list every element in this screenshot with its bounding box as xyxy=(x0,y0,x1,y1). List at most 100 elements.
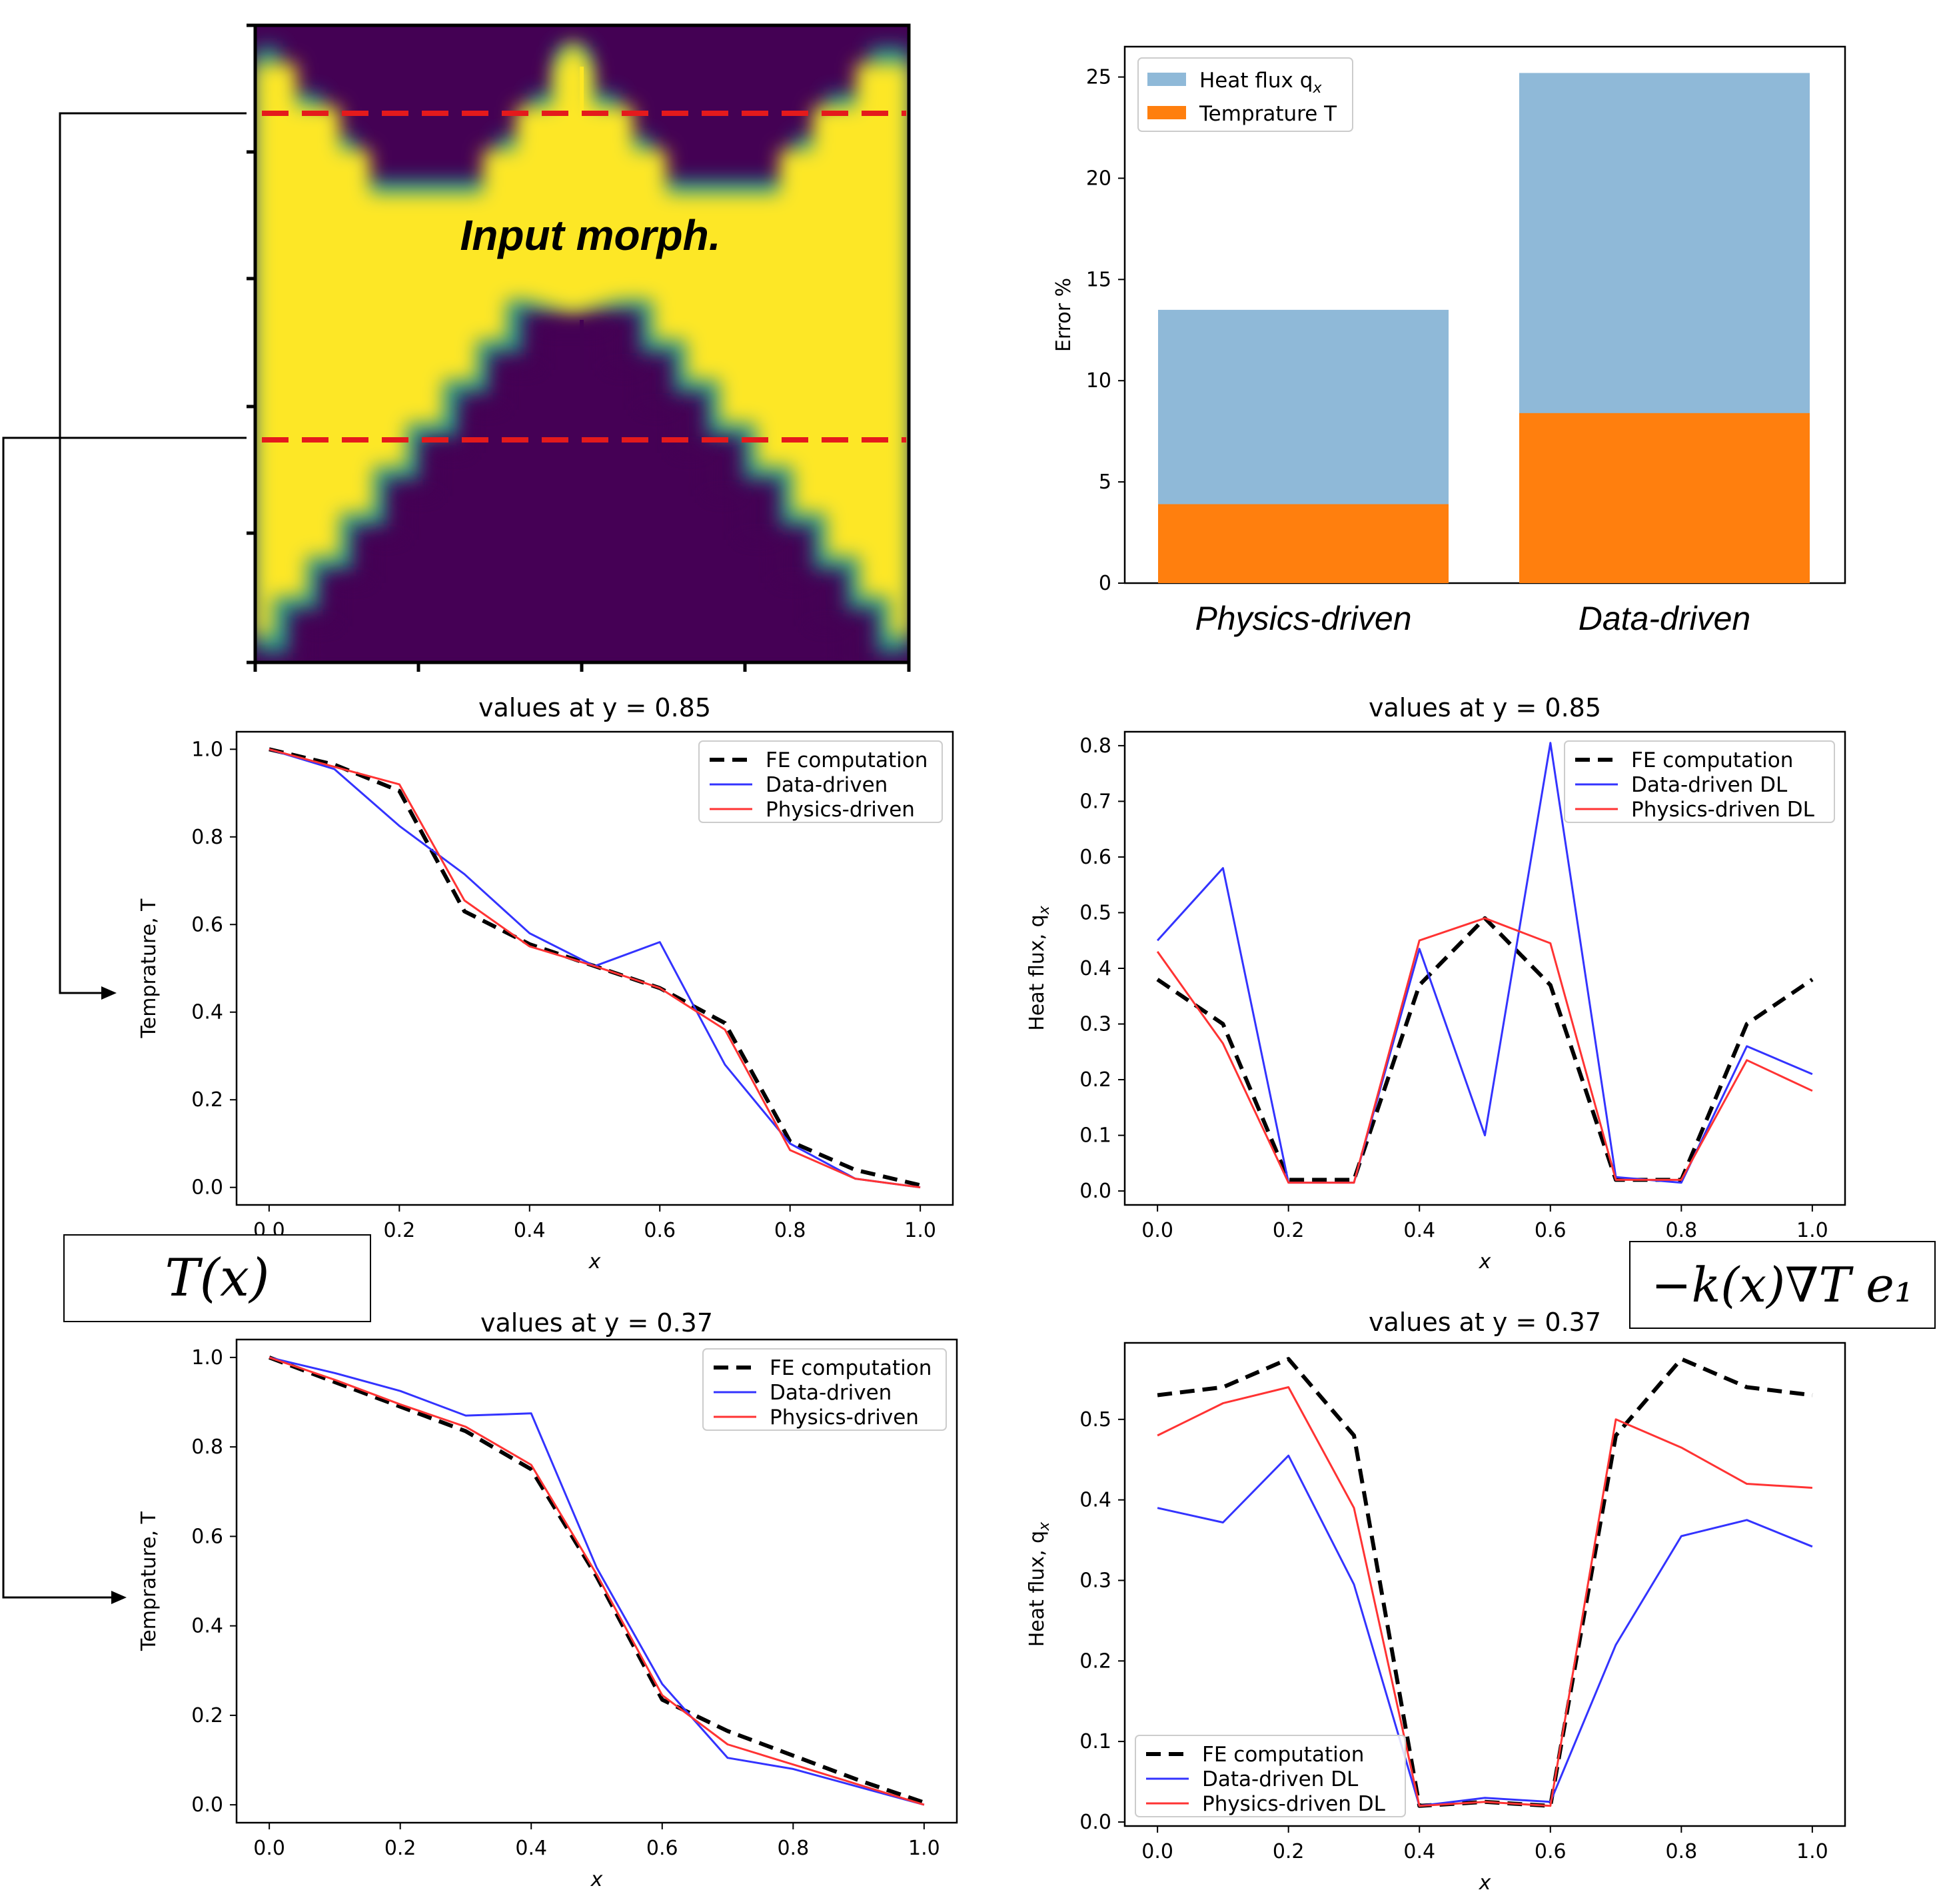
flux-085-legend-label-0: FE computation xyxy=(1631,748,1793,772)
temp-037-legend-label-1: Data-driven xyxy=(770,1381,892,1405)
temp-037-series-1 xyxy=(269,1356,925,1806)
temp-085-chart: values at y = 0.850.0 0.2 0.4 0.6 0.8 1.00.00… xyxy=(137,693,954,1274)
temp-085-xtick-label: 0.4 xyxy=(514,1219,546,1242)
flux-formula: −k(x)∇T e₁ xyxy=(1651,1257,1914,1313)
flux-037-xtick-label: 0.6 xyxy=(1535,1840,1567,1863)
temp-037-xlabel: x xyxy=(590,1868,603,1891)
morph-panel: Input morph. xyxy=(247,23,911,672)
arrowhead-037 xyxy=(111,1591,127,1604)
connector-085 xyxy=(59,112,247,994)
flux-037-legend-label-1: Data-driven DL xyxy=(1202,1767,1359,1791)
temp-085-series-2 xyxy=(269,748,921,1189)
flux-085-ytick-label: 0.4 xyxy=(1079,957,1111,980)
flux-085-legend-label-2: Physics-driven DL xyxy=(1631,798,1815,822)
temp-085-ytick-label: 0.2 xyxy=(191,1088,223,1112)
temp-085-xlabel: x xyxy=(588,1250,601,1274)
bar-ytick-label: 15 xyxy=(1086,268,1111,291)
flux-085-legend-box xyxy=(1564,740,1835,823)
flux-085-series-2 xyxy=(1156,917,1813,1184)
temp-085-ytick-label: 0.4 xyxy=(191,1001,223,1024)
temp-037-chart: values at y = 0.37 0.0 0.2 0.4 0.6 0.8 1.0 0.0 0… xyxy=(137,1308,958,1891)
flux-085-legend-label-1: Data-driven DL xyxy=(1631,773,1788,797)
flux-085-xtick-label: 1.0 xyxy=(1796,1219,1828,1242)
temp-037-xtick-label: 0.8 xyxy=(777,1837,809,1860)
connector-arrows xyxy=(2,112,247,1599)
flux-085-xtick-label: 0.8 xyxy=(1665,1219,1697,1242)
bar-ytick-label: 10 xyxy=(1086,369,1111,393)
bar-ytick-label: 25 xyxy=(1086,66,1111,89)
temp-037-legend-label-0: FE computation xyxy=(770,1356,932,1380)
flux-037-legend-label-2: Physics-driven DL xyxy=(1202,1792,1386,1816)
bar-category-label: Physics-driven xyxy=(1195,600,1411,637)
temp-037-xtick-label: 0.2 xyxy=(384,1837,416,1860)
flux-037-xlabel: x xyxy=(1479,1871,1491,1895)
temp-037-series-0 xyxy=(269,1356,925,1805)
flux-085-xtick-label: 0.4 xyxy=(1403,1219,1435,1242)
temp-037-xtick-label: 0.6 xyxy=(646,1837,678,1860)
flux-085-ytick-label: 0.3 xyxy=(1079,1013,1111,1036)
bar-ylabel: Error % xyxy=(1052,278,1075,352)
bar-temperature-1 xyxy=(1519,413,1810,583)
flux-085-xlabel: x xyxy=(1479,1250,1491,1274)
flux-085-ytick-label: 0.8 xyxy=(1079,734,1111,758)
temp-037-ylabel: Temprature, T xyxy=(137,1511,161,1651)
flux-037-legend-label-0: FE computation xyxy=(1202,1743,1364,1767)
temperature-formula: T(x) xyxy=(165,1248,270,1308)
temperature-formula-box: T(x) xyxy=(63,1234,371,1322)
temp-037-title: values at y = 0.37 xyxy=(480,1308,713,1338)
flux-085-ylabel: Heat flux, qx xyxy=(1025,905,1053,1030)
temp-037-xtick-label: 0.4 xyxy=(515,1837,547,1860)
flux-037-ytick-label: 0.3 xyxy=(1079,1569,1111,1592)
bar-temperature-0 xyxy=(1158,504,1449,583)
bar-legend-swatch-temp xyxy=(1147,106,1186,119)
temp-085-legend-label-0: FE computation xyxy=(766,748,928,772)
temp-037-legend-label-2: Physics-driven xyxy=(770,1406,919,1429)
flux-085-series-1 xyxy=(1156,742,1813,1184)
flux-037-chart: values at y = 0.37 0.0 0.2 0.4 0.6 0.8 1.0 0.0 0… xyxy=(1025,1308,1846,1895)
flux-085-ytick-label: 0.6 xyxy=(1079,846,1111,869)
flux-085-xtick-label: 0.6 xyxy=(1535,1219,1567,1242)
temp-085-legend-box xyxy=(698,740,943,823)
flux-037-title: values at y = 0.37 xyxy=(1369,1308,1601,1337)
temp-037-ytick-label: 0.6 xyxy=(191,1525,223,1548)
bar-ytick-label: 20 xyxy=(1086,167,1111,190)
temp-085-title: values at y = 0.85 xyxy=(478,693,711,722)
temp-085-ytick-label: 1.0 xyxy=(191,738,223,761)
flux-085-ytick-label: 0.7 xyxy=(1079,790,1111,813)
flux-037-series-2 xyxy=(1157,1386,1812,1807)
temp-085-ylabel: Temprature, T xyxy=(137,898,161,1039)
morph-ticks xyxy=(247,23,911,672)
temp-037-xtick-label: 1.0 xyxy=(908,1837,940,1860)
flux-037-xtick-label: 0.4 xyxy=(1403,1840,1435,1863)
flux-037-xtick-label: 0.2 xyxy=(1273,1840,1305,1863)
temp-037-ytick-label: 1.0 xyxy=(191,1346,223,1370)
temp-085-xtick-label: 0.8 xyxy=(774,1219,806,1242)
flux-085-title: values at y = 0.85 xyxy=(1369,693,1601,722)
connector-037 xyxy=(2,437,247,1599)
flux-037-ytick-label: 0.4 xyxy=(1079,1489,1111,1512)
flux-085-ytick-label: 0.5 xyxy=(1079,901,1111,924)
flux-037-series-1 xyxy=(1157,1454,1813,1807)
flux-037-ytick-label: 0.0 xyxy=(1079,1811,1111,1834)
temp-085-ytick-label: 0.8 xyxy=(191,826,223,849)
temp-037-ytick-label: 0.8 xyxy=(191,1435,223,1459)
temp-085-ytick-label: 0.6 xyxy=(191,913,223,936)
flux-formula-box: −k(x)∇T e₁ xyxy=(1629,1241,1936,1329)
flux-037-ytick-label: 0.1 xyxy=(1079,1730,1111,1753)
flux-085-xtick-label: 0.0 xyxy=(1141,1219,1173,1242)
temp-037-xtick-label: 0.0 xyxy=(253,1837,285,1860)
temp-037-series-2 xyxy=(269,1356,925,1806)
flux-085-chart: values at y = 0.85 0.0 0.2 0.4 0.6 0.8 1.0 0.0 0… xyxy=(1025,693,1846,1274)
temp-085-xtick-label: 0.2 xyxy=(383,1219,415,1242)
morph-yellow-band xyxy=(255,40,909,636)
temp-037-ytick-label: 0.2 xyxy=(191,1704,223,1727)
morph-label: Input morph. xyxy=(460,211,720,259)
temp-085-xtick-label: 1.0 xyxy=(904,1219,936,1242)
bar-legend-temp: Temprature T xyxy=(1199,102,1337,126)
temp-085-legend-label-2: Physics-driven xyxy=(766,798,915,822)
flux-037-ylabel: Heat flux, qx xyxy=(1025,1521,1053,1647)
temp-085-legend-label-1: Data-driven xyxy=(766,773,888,797)
bar-legend-box xyxy=(1137,57,1353,132)
error-bar-chart: Physics-driven Data-driven 0 5 10 15 20 25 Error… xyxy=(1052,45,1846,637)
bar-legend-flux: Heat flux qx xyxy=(1199,69,1322,97)
